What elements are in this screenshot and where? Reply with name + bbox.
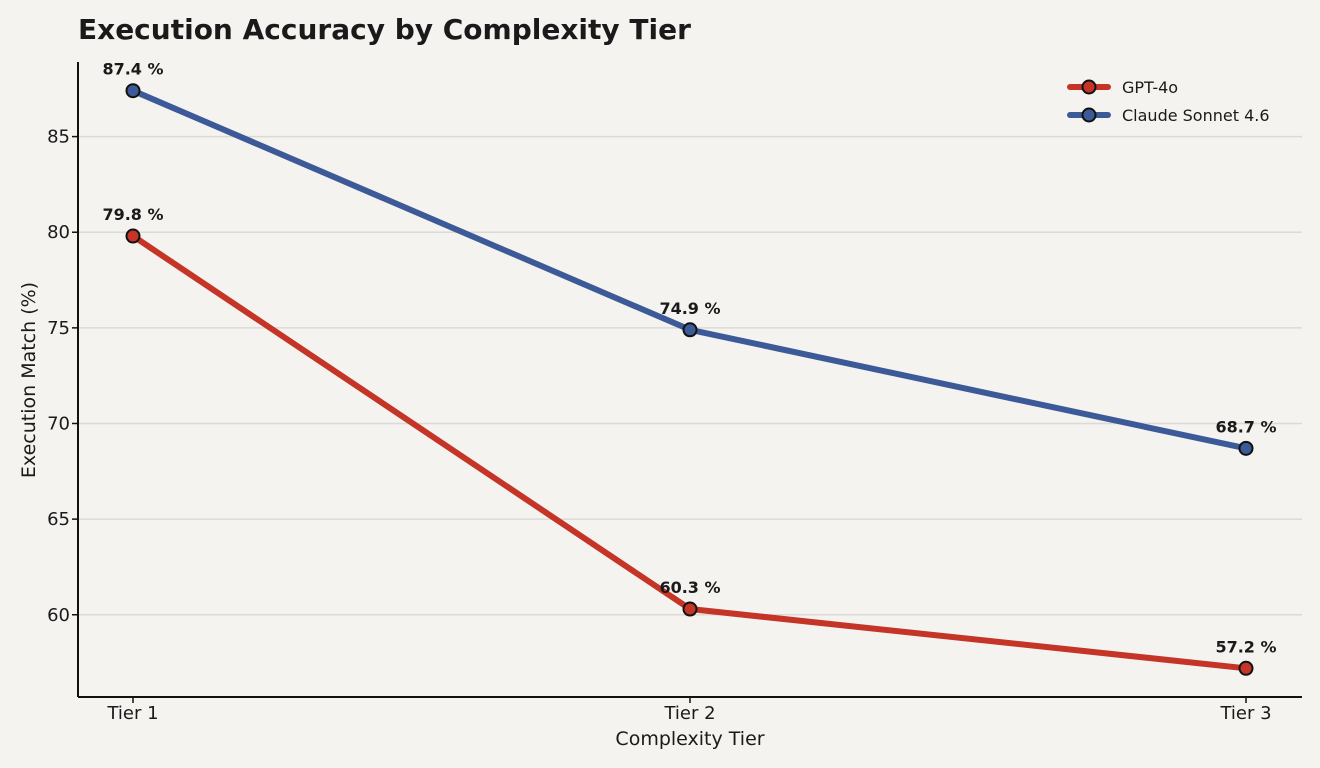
data-labels: 79.8 % 60.3 % 57.2 % 87.4 % 74.9 % 68.7 % [102, 60, 1276, 657]
series-gpt-4o [125, 228, 1254, 676]
legend-marker [1081, 107, 1097, 123]
legend-marker [1081, 79, 1097, 95]
data-label: 87.4 % [102, 60, 163, 79]
x-tick-label: Tier 3 [1219, 703, 1271, 724]
data-label: 79.8 % [102, 205, 163, 224]
y-tick-label: 80 [47, 222, 70, 243]
y-tick-label: 75 [47, 318, 70, 339]
data-point[interactable] [1238, 440, 1254, 456]
y-ticks: 60 65 70 75 80 85 [47, 127, 78, 626]
legend-item[interactable]: Claude Sonnet 4.6 [1067, 106, 1270, 125]
data-point[interactable] [125, 83, 141, 99]
x-ticks: Tier 1 Tier 2 Tier 3 [106, 697, 1272, 724]
x-tick-label: Tier 2 [663, 703, 715, 724]
data-point[interactable] [682, 322, 698, 338]
x-tick-label: Tier 1 [106, 703, 158, 724]
data-label: 68.7 % [1215, 417, 1276, 436]
series-claude-sonnet-4-6 [125, 83, 1254, 456]
y-tick-label: 60 [47, 605, 70, 626]
y-tick-label: 65 [47, 509, 70, 530]
y-tick-label: 70 [47, 413, 70, 434]
x-axis-label: Complexity Tier [615, 728, 764, 750]
data-point[interactable] [682, 601, 698, 617]
y-axis-label: Execution Match (%) [18, 282, 40, 478]
chart-title: Execution Accuracy by Complexity Tier [78, 13, 691, 46]
legend-item[interactable]: GPT-4o [1067, 78, 1178, 97]
legend-label: Claude Sonnet 4.6 [1122, 106, 1270, 125]
data-point[interactable] [125, 228, 141, 244]
data-point[interactable] [1238, 660, 1254, 676]
series [125, 83, 1254, 676]
y-tick-label: 85 [47, 127, 70, 148]
series-line [130, 87, 1249, 452]
legend-label: GPT-4o [1122, 78, 1178, 97]
data-label: 74.9 % [659, 299, 720, 318]
gridlines [78, 135, 1302, 616]
legend[interactable]: GPT-4o Claude Sonnet 4.6 [1067, 78, 1270, 125]
data-label: 57.2 % [1215, 637, 1276, 656]
data-label: 60.3 % [659, 578, 720, 597]
